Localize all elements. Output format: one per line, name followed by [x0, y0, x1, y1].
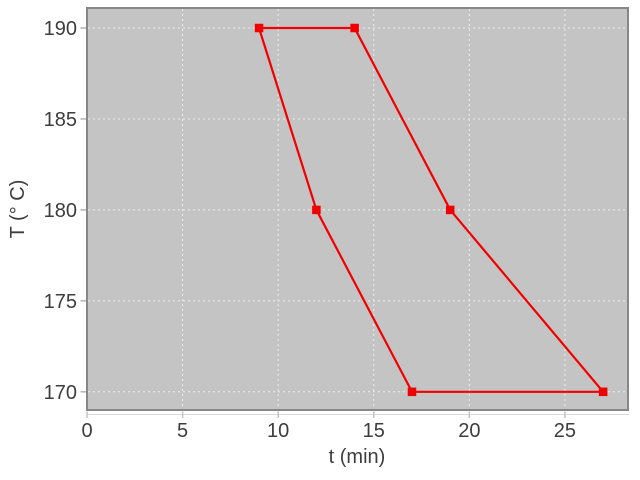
x-tick-label: 25	[554, 420, 576, 442]
data-point-marker	[350, 23, 359, 33]
data-point-marker	[312, 205, 321, 215]
plot-area	[87, 8, 628, 410]
y-tick-label: 180	[44, 200, 77, 222]
x-axis-title: t (min)	[329, 446, 386, 468]
x-tick-label: 15	[363, 420, 385, 442]
tick-label-layer: 0 5 10 15 20 25 170 175 180 185 190	[44, 18, 576, 442]
y-tick-label: 170	[44, 382, 77, 404]
x-tick-label: 5	[177, 420, 188, 442]
x-tick-label: 20	[458, 420, 480, 442]
data-point-marker	[445, 205, 455, 215]
y-tick-label: 190	[44, 18, 77, 40]
data-point-marker	[407, 387, 417, 397]
y-tick-label: 185	[44, 109, 77, 131]
y-tick-label: 175	[44, 291, 77, 313]
axis-layer	[80, 27, 629, 418]
data-point-marker	[254, 23, 264, 33]
x-tick-label: 0	[81, 420, 92, 442]
grid-layer	[88, 9, 627, 409]
series-layer	[254, 23, 608, 397]
y-axis-title: T (° C)	[7, 180, 29, 239]
data-point-marker	[598, 387, 608, 397]
plot-frame	[86, 7, 629, 411]
x-tick-label: 10	[267, 420, 289, 442]
